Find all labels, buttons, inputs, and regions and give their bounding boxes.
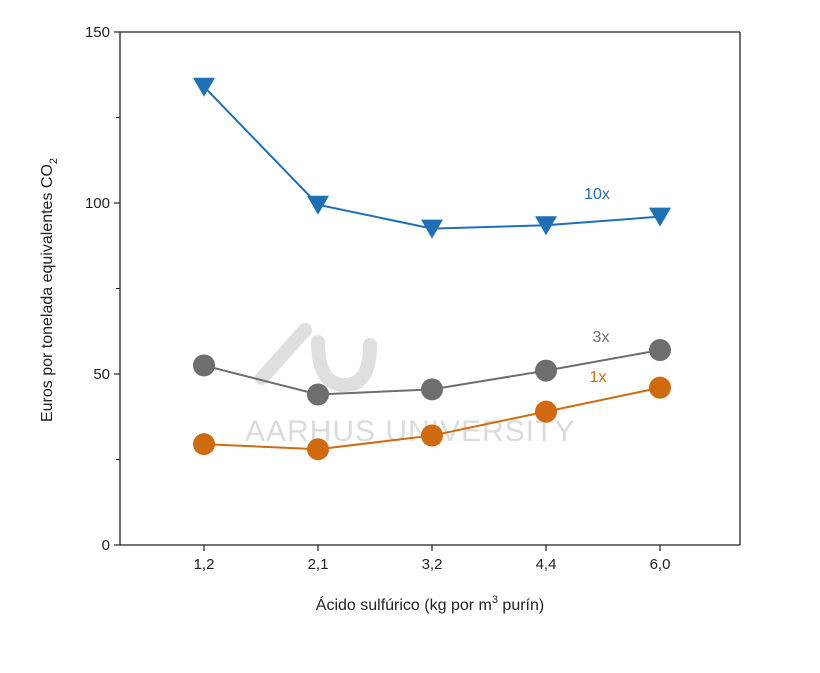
series-3x: 3x	[193, 329, 671, 406]
series-label: 10x	[584, 186, 610, 203]
data-point	[307, 438, 329, 461]
y-axis-title-subscript: 2	[48, 158, 60, 164]
y-axis-title-main: Euros por tonelada equivalentes CO	[39, 164, 56, 422]
data-point	[421, 378, 443, 401]
x-tick-label: 3,2	[422, 556, 443, 573]
au-logo	[255, 323, 377, 393]
series-10x: 10x	[193, 77, 671, 239]
x-axis-title-main: Ácido sulfúrico (kg por m	[316, 595, 492, 614]
x-tick-label: 4,4	[536, 556, 557, 573]
x-axis-title-superscript: 3	[492, 594, 498, 606]
y-tick-label: 150	[85, 24, 110, 41]
x-axis-title-end: purín)	[498, 597, 544, 614]
data-point	[535, 359, 557, 382]
plot-frame	[119, 31, 741, 546]
series-line	[203, 86, 661, 230]
data-point	[193, 433, 215, 456]
y-tick-label: 100	[85, 195, 110, 212]
data-point	[421, 424, 443, 447]
y-tick-label: 0	[102, 537, 110, 554]
data-point	[193, 77, 215, 97]
watermark: AARHUS UNIVERSITY	[245, 323, 575, 448]
data-point	[421, 219, 443, 239]
data-point	[193, 354, 215, 377]
series-1x: 1x	[193, 369, 671, 461]
data-point	[649, 207, 671, 227]
y-axis-title: Euros por tonelada equivalentes CO2	[39, 158, 60, 422]
data-point	[307, 195, 329, 215]
series-label: 1x	[590, 369, 607, 386]
y-tick-label: 50	[93, 366, 110, 383]
x-tick-label: 1,2	[194, 556, 215, 573]
x-tick-label: 2,1	[308, 556, 329, 573]
data-point	[535, 400, 557, 423]
x-axis-ticks: 1,2 2,1 3,2 4,4 6,0	[194, 545, 671, 573]
watermark-text: AARHUS UNIVERSITY	[245, 415, 575, 448]
x-tick-label: 6,0	[650, 556, 671, 573]
x-axis-title: Ácido sulfúrico (kg por m3 purín)	[316, 594, 544, 614]
y-axis-ticks: 0 50 100 150	[85, 24, 120, 554]
data-point	[535, 216, 557, 236]
data-point	[649, 376, 671, 399]
data-point	[649, 339, 671, 362]
data-point	[307, 383, 329, 406]
series-label: 3x	[593, 329, 610, 346]
series-layer: 10x 3x 1x	[193, 77, 671, 461]
